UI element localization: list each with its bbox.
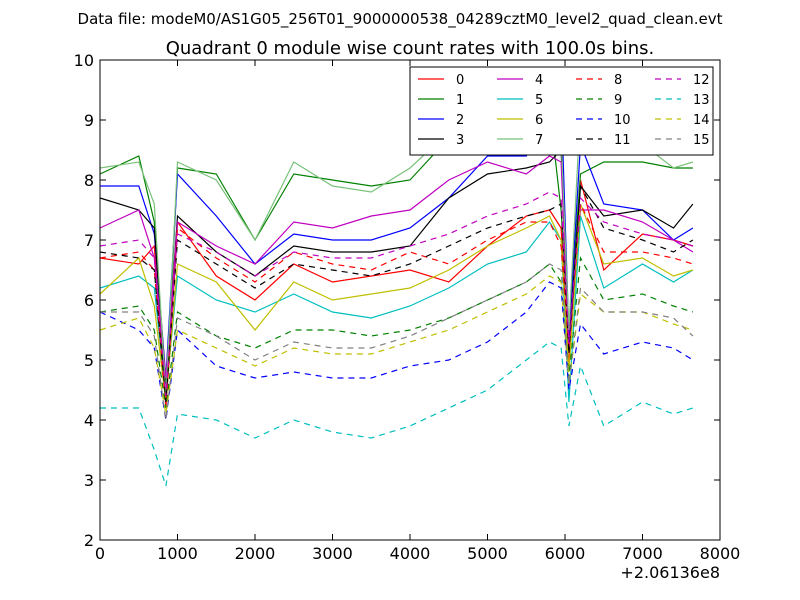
legend-label-10: 10 <box>614 113 631 128</box>
legend-label-12: 12 <box>693 73 710 88</box>
series-line-0 <box>99 179 694 409</box>
series-line-9 <box>99 256 694 409</box>
legend-label-15: 15 <box>693 133 710 148</box>
legend-label-7: 7 <box>535 133 543 148</box>
series-line-5 <box>99 215 694 403</box>
series-line-15 <box>100 263 694 421</box>
x-axis: 0 1000 2000 3000 4000 5000 6000 7000 8000 <box>95 60 740 563</box>
legend-label-4: 4 <box>535 73 543 88</box>
legend-label-3: 3 <box>456 133 464 148</box>
series-line-8 <box>99 201 694 409</box>
y-tick-label: 6 <box>84 291 94 310</box>
legend-box <box>409 66 714 156</box>
x-tick-label: 4000 <box>390 544 431 563</box>
series-line-4 <box>99 155 694 379</box>
y-tick-label: 5 <box>84 351 94 370</box>
series-line-13 <box>100 341 694 487</box>
legend-label-5: 5 <box>535 93 543 108</box>
x-tick-label: 0 <box>95 544 105 563</box>
legend-label-8: 8 <box>614 73 622 88</box>
series-line-6 <box>99 203 694 403</box>
series-group <box>99 70 694 487</box>
legend-label-2: 2 <box>456 113 464 128</box>
legend-label-6: 6 <box>535 113 543 128</box>
legend-label-9: 9 <box>614 93 622 108</box>
legend-label-0: 0 <box>456 73 464 88</box>
legend-label-14: 14 <box>693 113 710 128</box>
y-tick-label: 4 <box>84 411 94 430</box>
x-tick-label: 3000 <box>312 544 353 563</box>
y-tick-label: 7 <box>84 231 94 250</box>
legend-label-11: 11 <box>614 133 631 148</box>
y-tick-label: 2 <box>84 531 94 550</box>
x-tick-label: 2000 <box>235 544 276 563</box>
x-tick-label: 6000 <box>545 544 586 563</box>
y-tick-label: 8 <box>84 171 94 190</box>
series-line-3 <box>99 148 694 385</box>
x-offset-label: +2.06136e8 <box>620 563 720 582</box>
legend-label-1: 1 <box>456 93 464 108</box>
series-line-12 <box>99 191 694 397</box>
y-tick-label: 9 <box>84 111 94 130</box>
x-tick-label: 8000 <box>700 544 741 563</box>
series-line-10 <box>99 281 694 421</box>
legend-label-13: 13 <box>693 93 710 108</box>
data-file-caption: Data file: modeM0/AS1G05_256T01_90000005… <box>78 10 723 29</box>
series-line-14 <box>99 275 694 415</box>
x-tick-label: 5000 <box>467 544 508 563</box>
chart-title: Quadrant 0 module wise count rates with … <box>166 38 655 59</box>
series-line-11 <box>99 183 694 403</box>
y-tick-label: 3 <box>84 471 94 490</box>
y-tick-label: 10 <box>74 51 94 70</box>
x-tick-label: 7000 <box>622 544 663 563</box>
x-tick-label: 1000 <box>157 544 198 563</box>
